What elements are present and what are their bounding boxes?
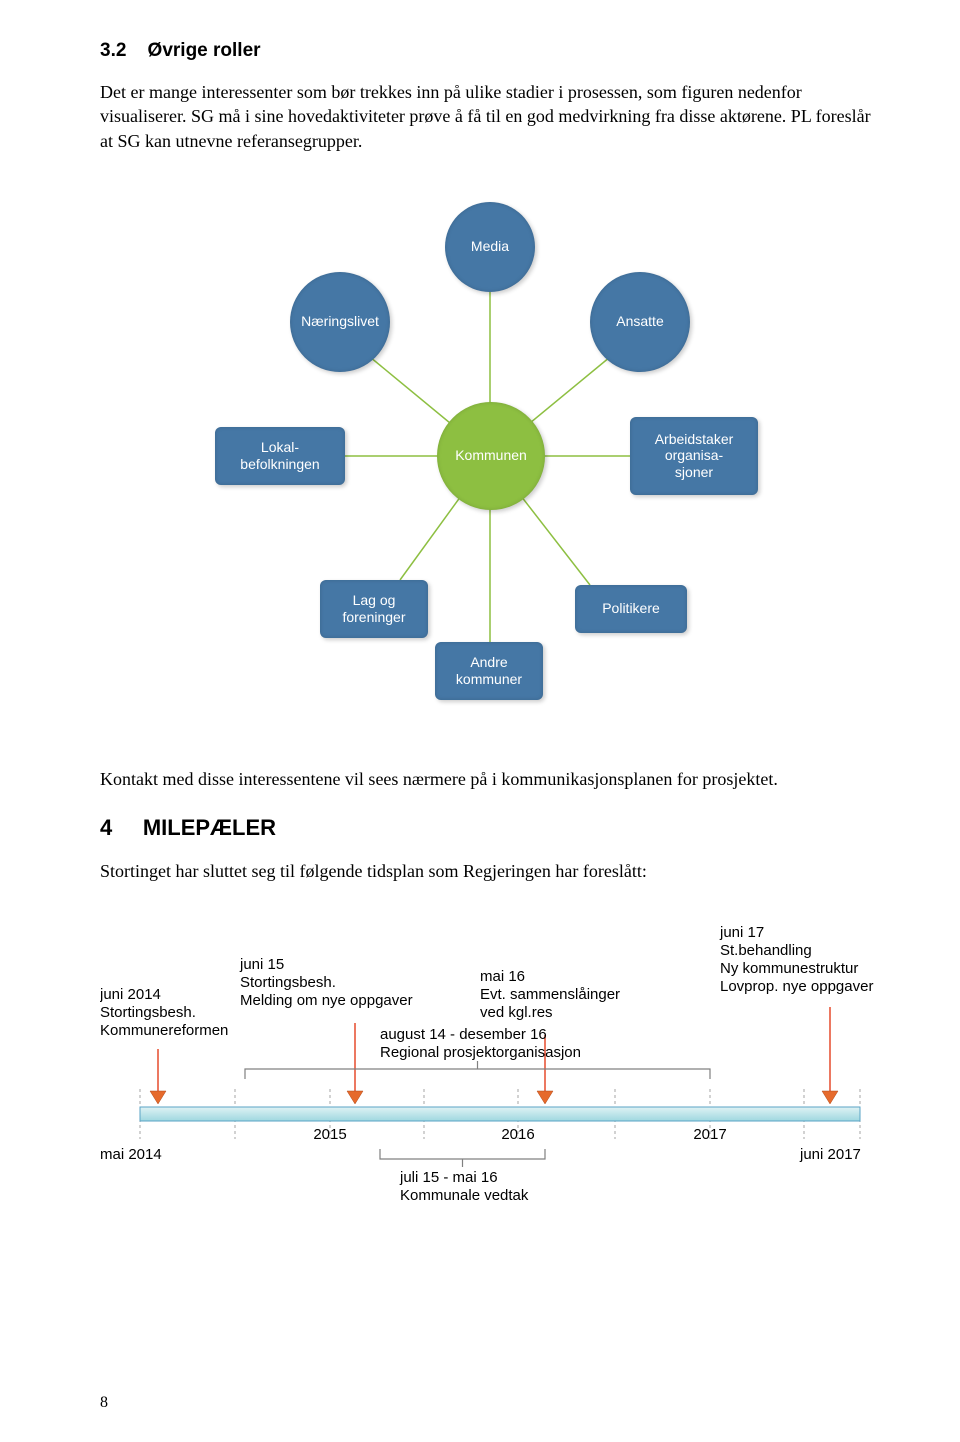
svg-text:Stortingsbesh.: Stortingsbesh. — [100, 1004, 196, 1021]
svg-text:juli 15 - mai 16: juli 15 - mai 16 — [399, 1169, 498, 1186]
paragraph-3: Stortinget har sluttet seg til følgende … — [100, 859, 880, 883]
diagram-node-media: Media — [445, 202, 535, 292]
svg-text:Kommunereformen: Kommunereformen — [100, 1022, 228, 1039]
svg-text:mai 16: mai 16 — [480, 968, 525, 985]
svg-text:august 14 - desember 16: august 14 - desember 16 — [380, 1026, 547, 1043]
svg-text:Evt. sammenslåinger: Evt. sammenslåinger — [480, 986, 620, 1003]
paragraph-1: Det er mange interessenter som bør trekk… — [100, 80, 880, 153]
svg-text:juni 2017: juni 2017 — [799, 1146, 861, 1163]
diagram-node-lag: Lag og foreninger — [320, 580, 428, 638]
svg-text:2017: 2017 — [693, 1126, 726, 1143]
svg-text:Ny kommunestruktur: Ny kommunestruktur — [720, 960, 858, 977]
section-heading-4: 4 MILEPÆLER — [100, 815, 880, 841]
page-number: 8 — [100, 1394, 108, 1412]
diagram-center-node: Kommunen — [437, 402, 545, 510]
section-heading-3-2: 3.2 Øvrige roller — [100, 40, 880, 62]
section-title-4: MILEPÆLER — [143, 815, 276, 840]
svg-text:2015: 2015 — [313, 1126, 346, 1143]
paragraph-2: Kontakt med disse interessentene vil see… — [100, 767, 880, 791]
diagram-node-polit: Politikere — [575, 585, 687, 633]
stakeholder-diagram: Media Næringslivet Ansatte Lokal- befolknin… — [190, 177, 790, 737]
svg-text:juni 17: juni 17 — [719, 924, 764, 941]
diagram-node-lokal: Lokal- befolkningen — [215, 427, 345, 485]
svg-text:ved kgl.res: ved kgl.res — [480, 1004, 553, 1021]
diagram-node-arbeid: Arbeidstaker organisa- sjoner — [630, 417, 758, 495]
svg-text:Lovprop. nye oppgaver: Lovprop. nye oppgaver — [720, 978, 873, 995]
svg-text:St.behandling: St.behandling — [720, 942, 812, 959]
section-number-4: 4 — [100, 815, 112, 840]
svg-text:Melding om nye oppgaver: Melding om nye oppgaver — [240, 992, 413, 1009]
milestones-timeline: 201520162017mai 2014juni 2017juni 2014St… — [100, 907, 900, 1252]
svg-text:juni 15: juni 15 — [239, 956, 284, 973]
svg-text:Kommunale vedtak: Kommunale vedtak — [400, 1187, 529, 1204]
svg-text:juni 2014: juni 2014 — [100, 986, 161, 1003]
svg-text:Stortingsbesh.: Stortingsbesh. — [240, 974, 336, 991]
diagram-node-andre: Andre kommuner — [435, 642, 543, 700]
section-title: Øvrige roller — [148, 40, 261, 61]
svg-text:Regional prosjektorganisasjon: Regional prosjektorganisasjon — [380, 1044, 581, 1061]
diagram-node-ansatte: Ansatte — [590, 272, 690, 372]
svg-text:2016: 2016 — [501, 1126, 534, 1143]
diagram-node-naerings: Næringslivet — [290, 272, 390, 372]
svg-text:mai 2014: mai 2014 — [100, 1146, 162, 1163]
section-number: 3.2 — [100, 40, 126, 61]
